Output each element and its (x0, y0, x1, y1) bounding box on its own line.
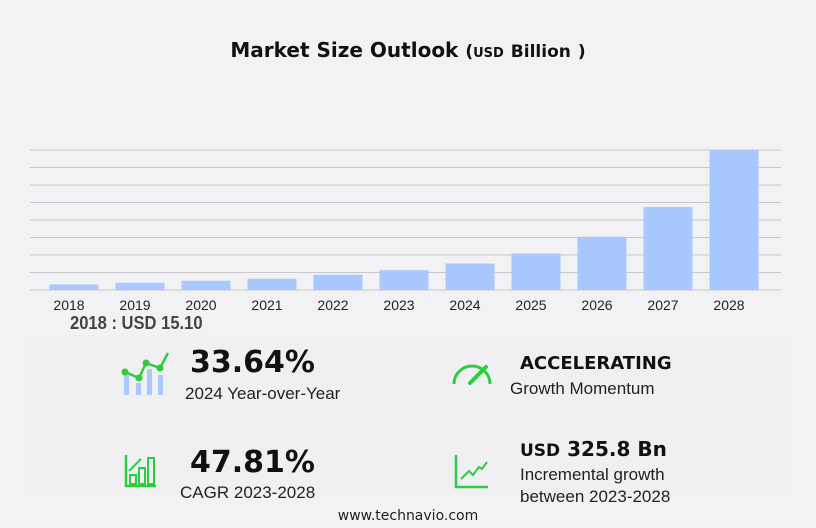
bar-2018 (49, 284, 99, 290)
incremental-label-1: Incremental growth (520, 465, 665, 484)
x-tick-label: 2018 (53, 297, 84, 313)
incremental-prefix: USD (520, 441, 561, 461)
title-text: Market Size Outlook (230, 38, 459, 62)
x-tick-label: 2024 (449, 297, 480, 313)
momentum-value: ACCELERATING (520, 353, 672, 374)
cagr-value: 47.81% (190, 445, 315, 480)
incremental-amount: 325.8 Bn (567, 437, 667, 461)
speedometer-icon (452, 364, 492, 385)
cagr-period: 2023-2028 (233, 483, 316, 502)
x-tick-label: 2019 (119, 297, 150, 313)
bar-growth-icon (124, 455, 156, 488)
yoy-value: 33.64% (190, 345, 315, 380)
bar-2027 (643, 206, 693, 290)
kpi-panel: 33.64% 2024 Year-over-Year ACCELERATING … (30, 335, 786, 506)
x-tick-label: 2021 (251, 297, 282, 313)
x-tick-label: 2027 (647, 297, 678, 313)
paren: ( (465, 42, 474, 62)
bar-2026 (577, 236, 627, 290)
unit-small: USD (473, 46, 504, 61)
incremental-value: USD 325.8 Bn (520, 437, 667, 461)
footer-url: www.technavio.com (337, 508, 479, 524)
line-growth-icon (454, 455, 488, 489)
bar-2022 (313, 274, 363, 290)
bar-2028 (709, 150, 759, 290)
paren: ) (577, 42, 586, 62)
x-tick-label: 2022 (317, 297, 348, 313)
bar-2019 (115, 282, 165, 290)
x-tick-label: 2020 (185, 297, 216, 313)
bar-chart: 2018 2019 2020 2021 2022 2023 2024 2025 2026 2027… (30, 149, 781, 313)
yoy-label: 2024 Year-over-Year (185, 384, 341, 403)
bar-2025 (511, 253, 561, 290)
cagr-label: CAGR 2023-2028 (180, 483, 315, 503)
incremental-label-2: between 2023-2028 (520, 487, 671, 506)
momentum-label: Growth Momentum (510, 379, 655, 398)
cagr-text: CAGR (180, 483, 230, 502)
x-tick-label: 2026 (581, 297, 612, 313)
unit: Billion (510, 42, 571, 62)
x-tick-label: 2023 (383, 297, 414, 313)
x-tick-label: 2025 (515, 297, 546, 313)
trend-chart-icon (121, 352, 170, 395)
bar-2023 (379, 270, 429, 290)
bar-2021 (247, 278, 297, 290)
first-year-value: 2018 : USD 15.10 (70, 313, 203, 333)
x-tick-label: 2028 (713, 297, 744, 313)
chart-title: Market Size Outlook (USD Billion ) (0, 38, 816, 62)
bar-2020 (181, 280, 231, 290)
bar-2024 (445, 263, 495, 290)
